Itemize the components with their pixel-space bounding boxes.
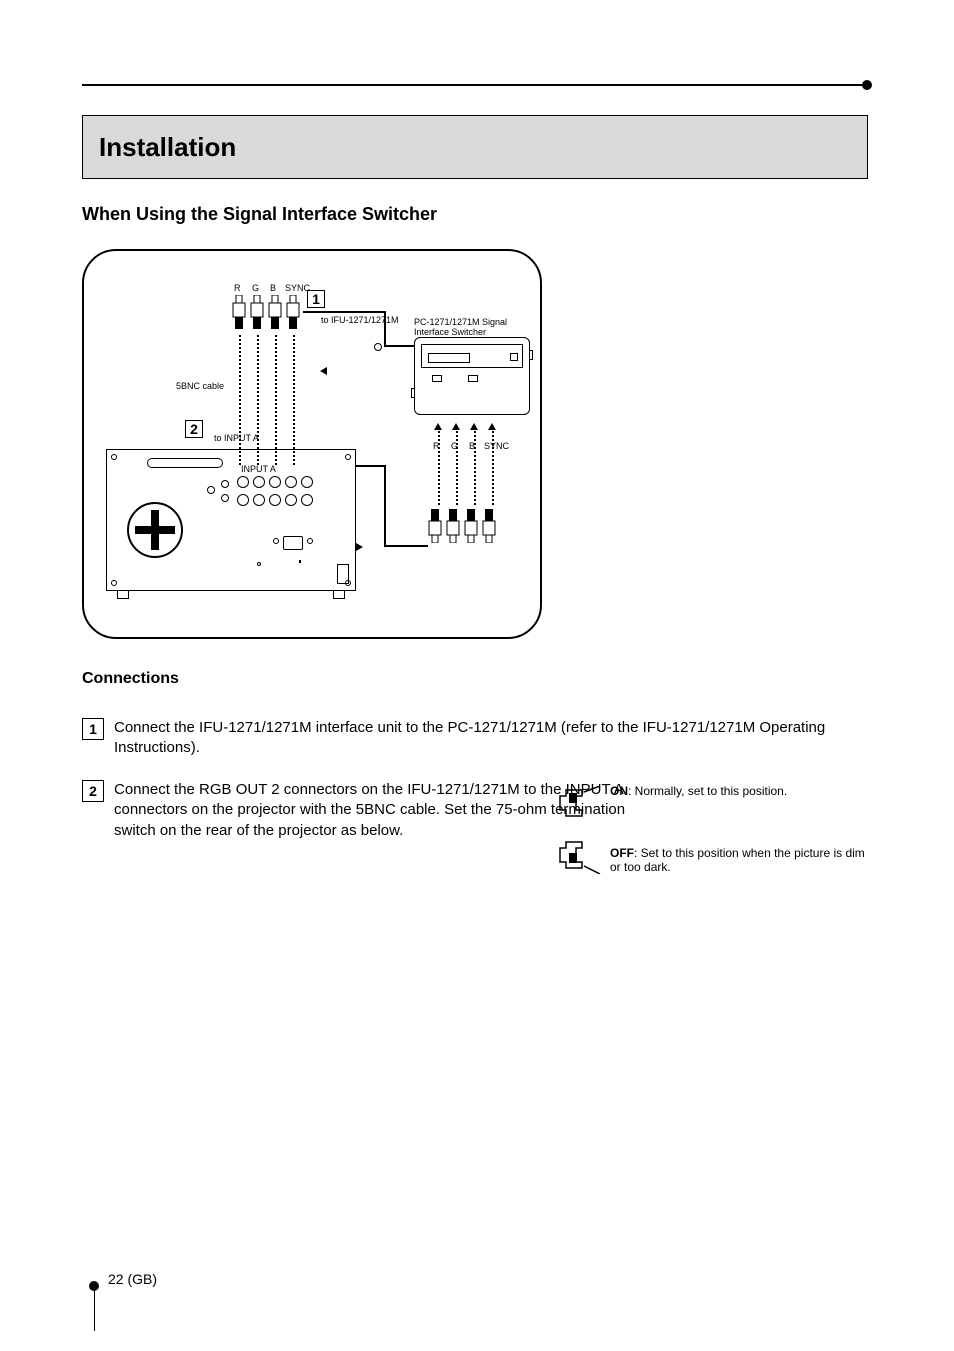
cable-lead (239, 335, 241, 465)
connector-icon (221, 480, 229, 488)
connections-heading: Connections (82, 670, 179, 688)
foot-icon (333, 591, 345, 599)
connector-icon (269, 494, 281, 506)
connector-icon (285, 476, 297, 488)
connector-icon (221, 494, 229, 502)
screw-icon (345, 454, 351, 460)
siu-ear (529, 350, 533, 360)
grille-icon (299, 560, 329, 582)
page-marker-rule (94, 1287, 95, 1331)
connector-icon (237, 494, 249, 506)
bnc-plug-icon (232, 295, 246, 331)
dot-icon (257, 562, 261, 566)
route-line (303, 311, 386, 313)
siu-top-slot (421, 344, 523, 368)
bnc-plug-icon (428, 507, 442, 543)
siu-name: PC-1271/1271M Signal (414, 317, 507, 327)
connector-icon (253, 476, 265, 488)
cable-lead (257, 335, 259, 465)
connector-icon (285, 494, 297, 506)
foot-icon (117, 591, 129, 599)
top-rule (82, 84, 868, 86)
slot-icon (337, 564, 349, 584)
bnc-label: SYNC (484, 441, 509, 451)
route-line (384, 545, 428, 547)
bnc-plug-icon (286, 295, 300, 331)
step-number: 1 (82, 718, 104, 740)
cable-note: 5BNC cable (176, 381, 224, 391)
bnc-label: G (451, 441, 458, 451)
subheading: When Using the Signal Interface Switcher (82, 204, 437, 225)
switch-on-icon (556, 786, 602, 820)
connector-icon (253, 494, 265, 506)
cable-lead (438, 427, 440, 505)
arrow-left-icon (316, 367, 327, 375)
cable-lead (275, 335, 277, 465)
screw-icon (273, 538, 279, 544)
projector-rear-panel: INPUT A (106, 449, 356, 591)
switch-on-label: ON: Normally, set to this position. (610, 784, 787, 798)
screw-icon (307, 538, 313, 544)
jack-icon (374, 343, 382, 351)
callout-1-text: to IFU-1271/1271M (321, 315, 399, 325)
switch-off-icon (556, 836, 602, 874)
section-title-band: Installation (82, 115, 868, 179)
bnc-label: B (270, 283, 276, 293)
bnc-label: R (234, 283, 241, 293)
step-text: Connect the IFU-1271/1271M interface uni… (114, 718, 868, 759)
route-line (384, 465, 386, 545)
connector-icon (207, 486, 215, 494)
step-number: 2 (82, 780, 104, 802)
bnc-plug-icon (250, 295, 264, 331)
fan-icon (127, 502, 183, 558)
switch-off-label: OFF: Set to this position when the pictu… (610, 846, 870, 874)
route-line (384, 311, 386, 345)
siu-name: Interface Switcher (414, 327, 486, 337)
connector-icon (269, 476, 281, 488)
input-a-label: INPUT A (241, 464, 276, 474)
step-1: 1 Connect the IFU-1271/1271M interface u… (82, 718, 868, 759)
screw-icon (111, 580, 117, 586)
bnc-plug-icon (446, 507, 460, 543)
top-rule-dot (862, 80, 872, 90)
siu-ear (411, 388, 415, 398)
bnc-plug-icon (482, 507, 496, 543)
route-line (384, 345, 414, 347)
siu-display (510, 353, 518, 361)
callout-2-text: to INPUT A (214, 433, 259, 443)
signal-interface-switcher (414, 337, 530, 415)
cable-lead (293, 335, 295, 465)
bnc-plug-icon (268, 295, 282, 331)
bnc-label: R (433, 441, 440, 451)
section-title: Installation (99, 132, 236, 163)
page-number: 22 (GB) (108, 1271, 157, 1287)
connector-icon (301, 494, 313, 506)
port-icon (147, 458, 223, 468)
siu-drive (428, 353, 470, 363)
screw-icon (111, 454, 117, 460)
route-line (356, 465, 384, 467)
connector-icon (301, 476, 313, 488)
bnc-label: G (252, 283, 259, 293)
bnc-label: B (469, 441, 475, 451)
arrow-right-icon (356, 543, 367, 551)
cable-lead (474, 427, 476, 505)
connection-diagram: R G B SYNC 5BNC cable to IFU-1271/1271M (82, 249, 542, 639)
cable-lead (456, 427, 458, 505)
ac-inlet-icon (283, 536, 303, 550)
bnc-plug-icon (464, 507, 478, 543)
connector-icon (237, 476, 249, 488)
cable-lead (492, 427, 494, 505)
